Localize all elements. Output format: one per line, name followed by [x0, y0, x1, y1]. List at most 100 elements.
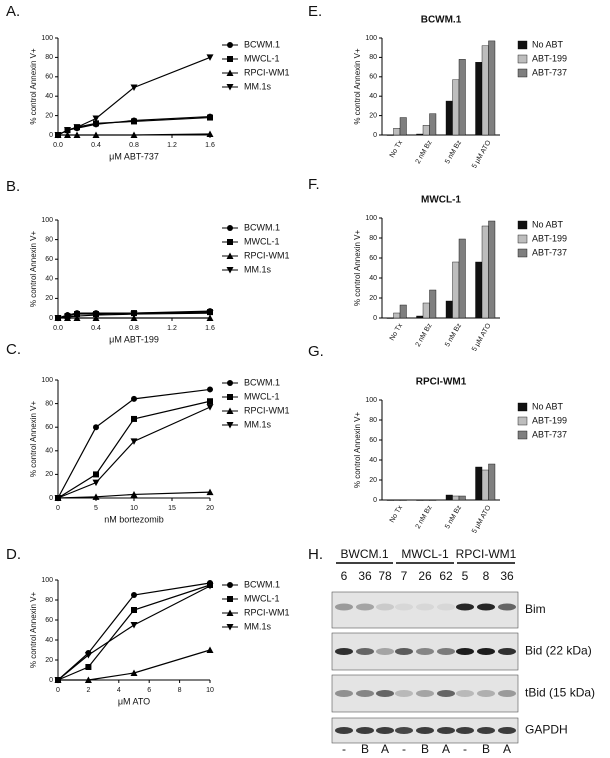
y-tick-label: 80 — [369, 54, 377, 61]
y-tick-label: 20 — [45, 112, 53, 119]
x-tick-label: 0.0 — [53, 325, 63, 332]
x-tick-label: 0.0 — [53, 142, 63, 149]
treatment-label: A — [381, 742, 389, 756]
x-tick-label: 5 — [94, 505, 98, 512]
y-tick-label: 80 — [369, 417, 377, 424]
bar — [386, 317, 394, 319]
legend-marker — [226, 69, 234, 76]
band — [416, 603, 434, 611]
marker — [85, 664, 92, 670]
y-tick-label: 20 — [45, 657, 53, 664]
x-tick-label: 4 — [117, 687, 121, 694]
marker — [92, 493, 100, 500]
y-tick-label: 40 — [45, 637, 53, 644]
bar — [452, 261, 460, 319]
legend-label: MM.1s — [244, 264, 272, 274]
legend-marker — [227, 56, 233, 62]
bar — [475, 62, 483, 136]
band — [456, 690, 474, 697]
bar — [422, 499, 430, 501]
x-tick-label: 0.8 — [129, 325, 139, 332]
series-line — [58, 649, 211, 681]
marker — [130, 438, 138, 445]
x-tick-label: 8 — [178, 687, 182, 694]
marker — [206, 583, 214, 590]
x-tick-label: 0 — [56, 505, 60, 512]
legend-marker — [227, 380, 233, 386]
legend-marker — [227, 239, 233, 245]
legend-marker — [226, 267, 234, 274]
band — [376, 603, 394, 611]
y-tick-label: 60 — [369, 74, 377, 81]
bar — [445, 494, 453, 501]
x-axis-label: μM ATO — [118, 696, 150, 706]
legend-label: RPCI-WM1 — [244, 405, 290, 415]
y-tick-label: 0 — [49, 495, 53, 502]
treatment-label: B — [482, 742, 490, 756]
panel-label: E. — [308, 3, 322, 20]
panel-label: A. — [6, 3, 20, 20]
band — [335, 690, 353, 697]
treatment-label: - — [463, 742, 467, 756]
y-tick-label: 0 — [373, 315, 377, 322]
legend-marker — [227, 225, 233, 231]
band — [416, 648, 434, 655]
bar — [475, 466, 483, 501]
x-tick-label: 2 nM Bz — [415, 322, 434, 348]
bar — [399, 304, 407, 319]
marker — [131, 118, 137, 125]
legend-swatch — [517, 234, 528, 244]
bar — [422, 302, 430, 319]
y-axis-label: % control Annexin V+ — [29, 48, 38, 125]
y-axis-label: % control Annexin V+ — [29, 592, 38, 669]
x-tick-label: 10 — [206, 687, 214, 694]
marker — [73, 313, 81, 320]
legend-label: MWCL-1 — [244, 236, 280, 246]
marker — [131, 415, 137, 422]
y-tick-label: 80 — [45, 400, 53, 407]
y-tick-label: 100 — [365, 35, 377, 42]
band — [437, 727, 455, 734]
band — [395, 690, 413, 697]
x-tick-label: 1.2 — [167, 325, 177, 332]
band — [477, 727, 495, 734]
row-label: tBid (15 kDa) — [525, 686, 595, 700]
marker — [206, 310, 214, 317]
y-tick-label: 20 — [369, 477, 377, 484]
series-line — [57, 406, 211, 499]
panel-label: B. — [6, 178, 20, 195]
legend-label: MWCL-1 — [244, 53, 280, 63]
y-tick-label: 40 — [369, 457, 377, 464]
bar — [481, 469, 489, 501]
chart-title: MWCL-1 — [421, 195, 461, 206]
x-tick-label: No Tx — [389, 139, 405, 159]
x-tick-label: 5 μM ATO — [471, 322, 493, 353]
group-label: MWCL-1 — [401, 547, 449, 561]
legend-swatch — [517, 54, 528, 64]
x-tick-label: 6 — [147, 687, 151, 694]
legend-swatch — [517, 402, 528, 412]
bar — [481, 225, 489, 319]
x-tick-label: 1.6 — [205, 142, 215, 149]
x-tick-label: 2 — [86, 687, 90, 694]
y-tick-label: 0 — [49, 677, 53, 684]
band — [335, 727, 353, 734]
legend-label: No ABT — [532, 219, 564, 229]
x-tick-label: 0 — [56, 687, 60, 694]
chart-title: BCWM.1 — [421, 15, 462, 26]
y-axis-label: % control Annexin V+ — [353, 48, 362, 125]
series-line — [57, 400, 211, 499]
bar — [445, 100, 453, 136]
legend-marker — [227, 394, 233, 400]
legend-marker — [227, 596, 233, 602]
band — [395, 727, 413, 734]
y-tick-label: 60 — [45, 256, 53, 263]
bar — [386, 499, 394, 501]
lane-label: 7 — [401, 569, 408, 583]
legend-marker — [226, 422, 234, 429]
blot-strip — [331, 674, 519, 713]
legend-swatch — [517, 68, 528, 78]
lane-label: 36 — [358, 569, 372, 583]
marker — [207, 114, 213, 121]
x-tick-label: No Tx — [389, 504, 405, 524]
